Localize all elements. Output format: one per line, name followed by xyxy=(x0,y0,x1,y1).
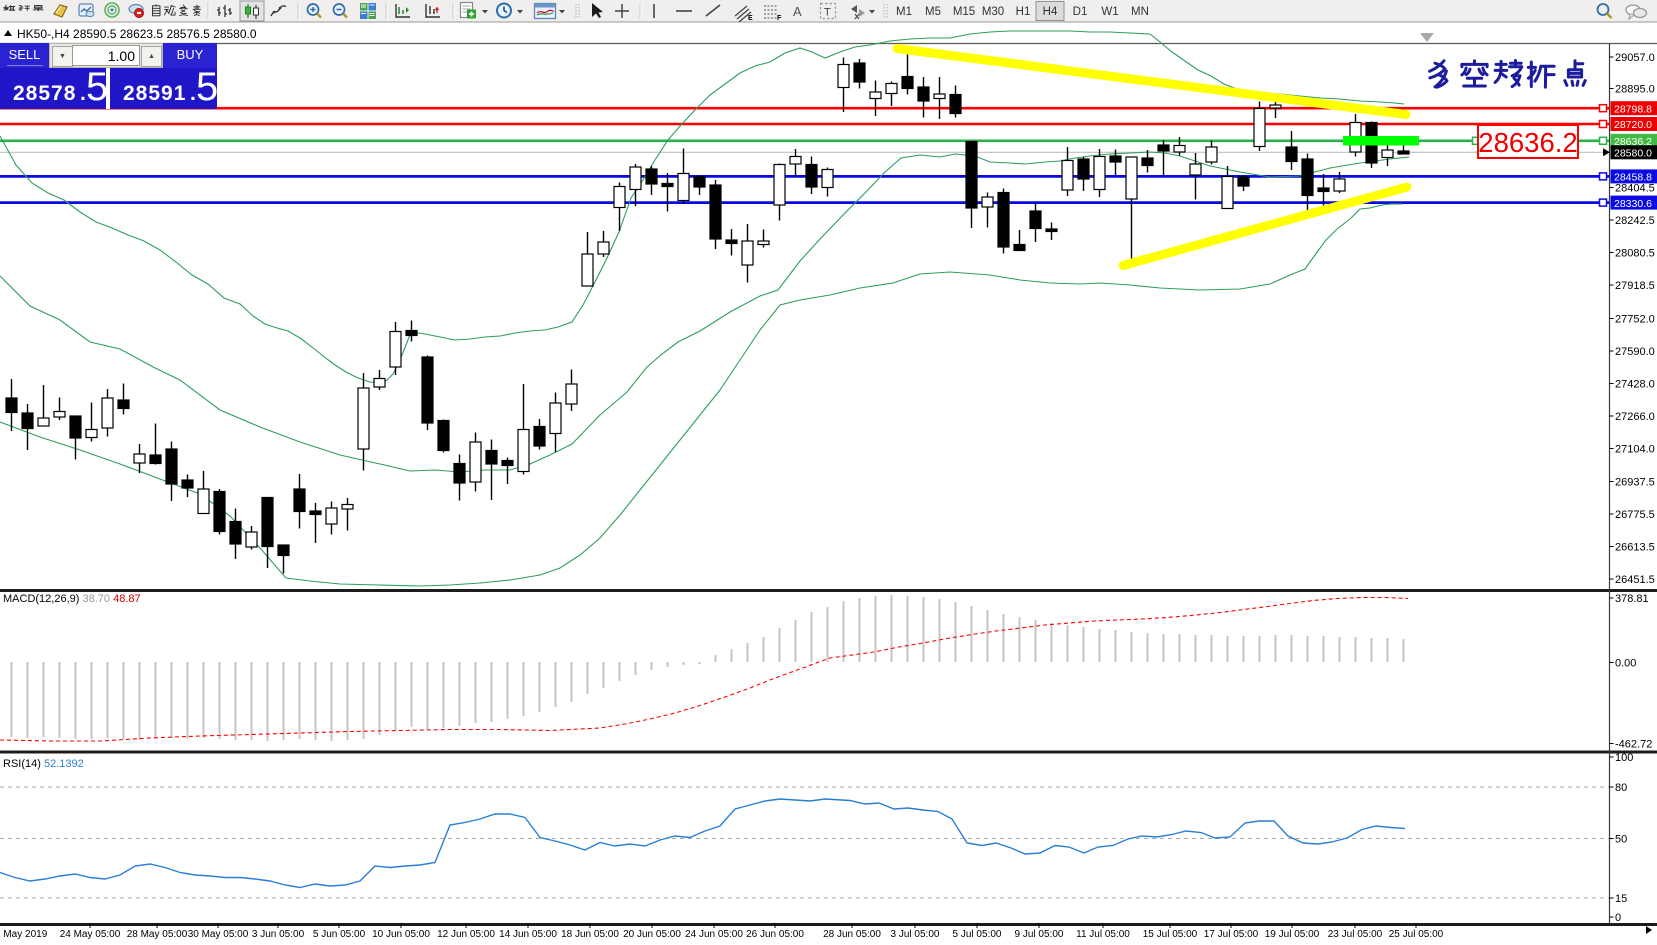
svg-text:18 Jun 05:00: 18 Jun 05:00 xyxy=(561,929,619,940)
svg-text:0.00: 0.00 xyxy=(1615,658,1636,670)
svg-text:A: A xyxy=(793,4,802,19)
svg-text:-462.72: -462.72 xyxy=(1615,739,1652,751)
svg-text:14 Jun 05:00: 14 Jun 05:00 xyxy=(499,929,557,940)
svg-text:28458.8: 28458.8 xyxy=(1614,172,1652,184)
svg-text:MN: MN xyxy=(1131,6,1149,18)
svg-text:H1: H1 xyxy=(1016,6,1031,18)
svg-text:27428.0: 27428.0 xyxy=(1615,379,1655,391)
svg-text:378.81: 378.81 xyxy=(1615,593,1649,605)
svg-text:28636.2: 28636.2 xyxy=(1614,136,1652,148)
svg-text:12 Jun 05:00: 12 Jun 05:00 xyxy=(437,929,495,940)
svg-text:27590.0: 27590.0 xyxy=(1615,346,1655,358)
svg-text:M1: M1 xyxy=(896,6,912,18)
svg-text:28720.0: 28720.0 xyxy=(1614,119,1652,131)
svg-text:M15: M15 xyxy=(953,6,975,18)
svg-text:D1: D1 xyxy=(1073,6,1088,18)
svg-text:5 Jul 05:00: 5 Jul 05:00 xyxy=(953,929,1002,940)
svg-text:26 Jun 05:00: 26 Jun 05:00 xyxy=(746,929,804,940)
svg-text:3 Jun 05:00: 3 Jun 05:00 xyxy=(252,929,305,940)
svg-text:15 Jul 05:00: 15 Jul 05:00 xyxy=(1143,929,1198,940)
svg-text:24 May 05:00: 24 May 05:00 xyxy=(60,929,121,940)
svg-text:28895.0: 28895.0 xyxy=(1615,84,1655,96)
svg-text:MACD(12,26,9) 38.70 48.87: MACD(12,26,9) 38.70 48.87 xyxy=(3,593,141,605)
svg-text:27104.0: 27104.0 xyxy=(1615,444,1655,456)
svg-text:0: 0 xyxy=(1615,912,1621,924)
svg-text:28080.5: 28080.5 xyxy=(1615,248,1655,260)
svg-text:28330.6: 28330.6 xyxy=(1614,198,1652,210)
svg-text:80: 80 xyxy=(1615,782,1627,794)
svg-text:9 Jul 05:00: 9 Jul 05:00 xyxy=(1015,929,1064,940)
svg-text:100: 100 xyxy=(1615,752,1633,764)
svg-text:50: 50 xyxy=(1615,834,1627,846)
svg-text:M30: M30 xyxy=(982,6,1004,18)
svg-text:26451.5: 26451.5 xyxy=(1615,574,1655,586)
svg-text:10 Jun 05:00: 10 Jun 05:00 xyxy=(372,929,430,940)
svg-text:E: E xyxy=(748,15,753,22)
svg-text:29057.0: 29057.0 xyxy=(1615,52,1655,64)
svg-text:28636.2: 28636.2 xyxy=(1478,127,1577,158)
svg-text:28580.0: 28580.0 xyxy=(1614,148,1652,160)
svg-text:H4: H4 xyxy=(1043,6,1058,18)
svg-text:24 Jun 05:00: 24 Jun 05:00 xyxy=(685,929,743,940)
svg-text:RSI(14) 52.1392: RSI(14) 52.1392 xyxy=(3,758,84,770)
svg-text:17 Jul 05:00: 17 Jul 05:00 xyxy=(1204,929,1259,940)
svg-text:5 Jun 05:00: 5 Jun 05:00 xyxy=(313,929,366,940)
svg-text:M5: M5 xyxy=(925,6,941,18)
svg-text:11 Jul 05:00: 11 Jul 05:00 xyxy=(1076,929,1130,940)
svg-text:20 Jun 05:00: 20 Jun 05:00 xyxy=(623,929,681,940)
svg-text:23 Jul 05:00: 23 Jul 05:00 xyxy=(1328,929,1383,940)
svg-text:26613.5: 26613.5 xyxy=(1615,542,1655,554)
svg-text:28242.5: 28242.5 xyxy=(1615,215,1655,227)
svg-text:F: F xyxy=(777,15,782,22)
svg-text:2 May 2019: 2 May 2019 xyxy=(0,929,48,940)
svg-text:27918.5: 27918.5 xyxy=(1615,280,1655,292)
svg-text:26937.5: 26937.5 xyxy=(1615,477,1655,489)
svg-text:26775.5: 26775.5 xyxy=(1615,509,1655,521)
svg-text:28404.5: 28404.5 xyxy=(1615,183,1655,195)
svg-text:HK50-,H4 28590.5 28623.5 2857: HK50-,H4 28590.5 28623.5 28576.5 28580.0 xyxy=(17,27,257,41)
svg-text:27752.0: 27752.0 xyxy=(1615,314,1655,326)
svg-text:28 May 05:00: 28 May 05:00 xyxy=(127,929,188,940)
svg-text:19 Jul 05:00: 19 Jul 05:00 xyxy=(1265,929,1320,940)
svg-text:30 May 05:00: 30 May 05:00 xyxy=(188,929,249,940)
svg-text:15: 15 xyxy=(1615,893,1627,905)
svg-text:27266.0: 27266.0 xyxy=(1615,411,1655,423)
svg-text:W1: W1 xyxy=(1101,6,1118,18)
svg-text:3 Jul 05:00: 3 Jul 05:00 xyxy=(891,929,940,940)
svg-text:28 Jun 05:00: 28 Jun 05:00 xyxy=(823,929,881,940)
svg-text:T: T xyxy=(824,7,831,19)
svg-text:28798.8: 28798.8 xyxy=(1614,103,1652,115)
svg-text:25 Jul 05:00: 25 Jul 05:00 xyxy=(1389,929,1444,940)
